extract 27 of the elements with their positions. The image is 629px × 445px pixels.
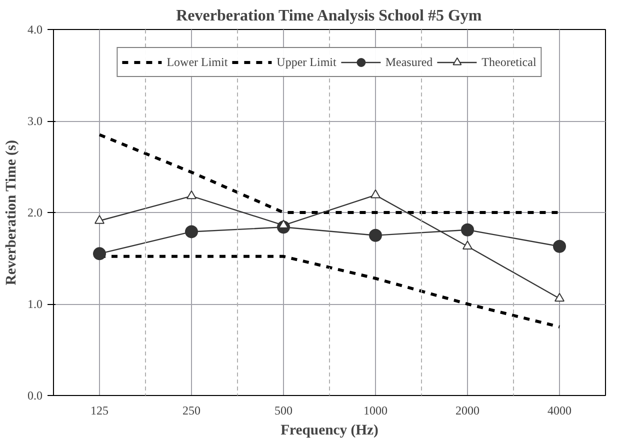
chart-title: Reverberation Time Analysis School #5 Gym [176, 8, 482, 24]
y-tick-label: 0.0 [28, 388, 42, 402]
x-tick-label: 1000 [364, 404, 388, 418]
y-tick-label: 2.0 [28, 206, 42, 220]
point [93, 247, 106, 260]
legend-label: Theoretical [482, 54, 536, 70]
point [461, 223, 474, 236]
y-tick-label: 1.0 [28, 297, 42, 311]
point [186, 190, 196, 200]
point [553, 240, 566, 253]
x-tick-label: 500 [274, 404, 292, 418]
point [369, 228, 382, 242]
y-tick-label: 4.0 [28, 22, 42, 36]
legend-label: Upper Limit [276, 54, 336, 70]
point [185, 225, 198, 238]
x-axis-title: Frequency (Hz) [280, 422, 379, 438]
y-tick-label: 3.0 [28, 114, 42, 128]
x-tick-label: 250 [182, 404, 200, 418]
legend-label: Lower Limit [166, 54, 228, 70]
x-tick-label: 125 [90, 404, 108, 418]
x-tick-label: 4000 [548, 404, 572, 418]
y-axis-title: Reverberation Time (s) [4, 140, 20, 286]
point [462, 240, 472, 250]
legend-label: Measured [385, 54, 433, 70]
point [94, 215, 104, 224]
x-tick-label: 2000 [456, 404, 480, 418]
point [370, 189, 380, 198]
